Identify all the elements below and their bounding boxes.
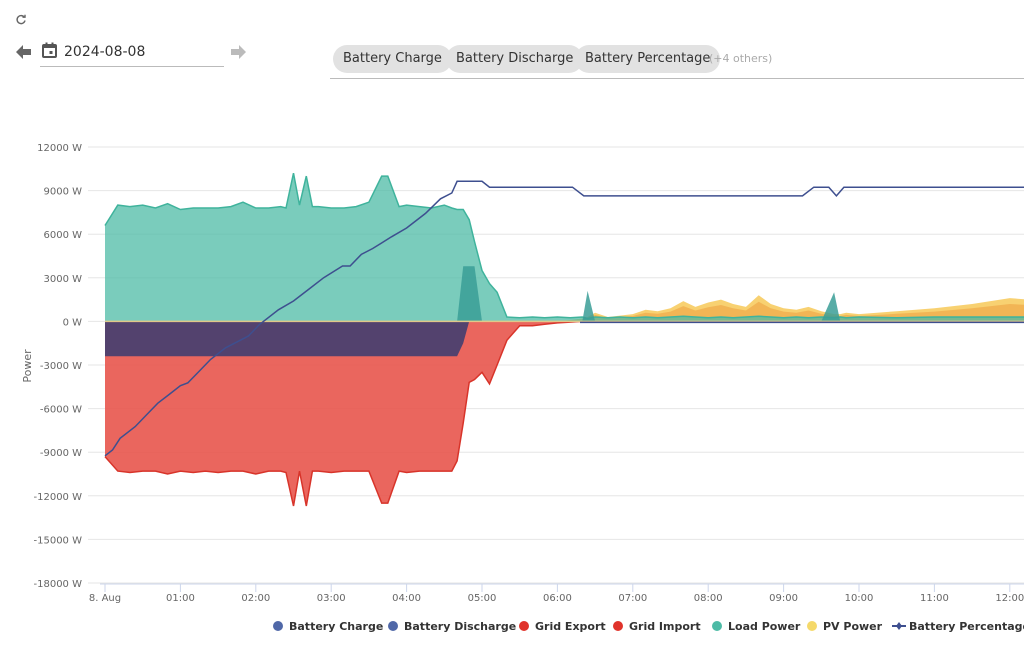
- area-battery-charge: [105, 266, 1024, 322]
- chip-battery-charge[interactable]: Battery Charge: [333, 45, 452, 73]
- legend-item-pv-power[interactable]: PV Power: [807, 620, 883, 633]
- y-tick-label: -15000 W: [34, 535, 83, 546]
- y-tick-label: 9000 W: [43, 187, 82, 198]
- legend-label: PV Power: [823, 620, 883, 633]
- legend-item-load-power[interactable]: Load Power: [712, 620, 801, 633]
- legend-label: Battery Discharge: [404, 620, 516, 633]
- x-tick-label: 10:00: [845, 593, 874, 604]
- x-tick-label: 02:00: [241, 593, 270, 604]
- line-load-power: [104, 173, 1024, 320]
- legend-label: Load Power: [728, 620, 801, 633]
- legend-item-grid-export[interactable]: Grid Export: [519, 620, 606, 633]
- legend-diamond-icon: [896, 622, 902, 630]
- legend-item-battery-charge[interactable]: Battery Charge: [273, 620, 383, 633]
- y-tick-label: -9000 W: [40, 448, 82, 459]
- area-pv-power-inner: [105, 301, 1024, 322]
- date-input[interactable]: [64, 40, 214, 64]
- y-tick-label: 6000 W: [43, 230, 82, 241]
- area-load-power: [105, 173, 1024, 322]
- x-tick-label: 09:00: [769, 593, 798, 604]
- legend-label: Battery Charge: [289, 620, 383, 633]
- refresh-icon[interactable]: [15, 14, 29, 28]
- date-picker[interactable]: [40, 38, 224, 67]
- x-tick-label: 06:00: [543, 593, 572, 604]
- legend-marker-icon: [613, 621, 623, 631]
- battery-percentage-series: [104, 180, 1024, 457]
- y-axis-ticks: 12000 W 9000 W 6000 W 3000 W 0 W -3000 W -6000…: [34, 143, 83, 590]
- legend-item-grid-import[interactable]: Grid Import: [613, 620, 701, 633]
- y-tick-label: -12000 W: [34, 492, 83, 503]
- legend-marker-icon: [807, 621, 817, 631]
- line-grid-import: [104, 320, 1024, 507]
- x-tick-label: 8. Aug: [89, 593, 121, 604]
- legend: Battery Charge Battery Discharge Grid Expo…: [273, 620, 1024, 633]
- series-selector[interactable]: Battery Charge Battery Discharge Battery…: [330, 45, 1024, 79]
- y-axis-title: Power: [21, 349, 34, 383]
- legend-marker-icon: [273, 621, 283, 631]
- grid-lines: [88, 146, 1024, 584]
- legend-marker-icon: [712, 621, 722, 631]
- x-tick-label: 07:00: [618, 593, 647, 604]
- y-tick-label: 12000 W: [37, 143, 82, 154]
- y-tick-label: -18000 W: [34, 579, 83, 590]
- legend-label: Grid Import: [629, 620, 701, 633]
- arrow-right-icon[interactable]: [230, 44, 246, 62]
- x-axis: 8. Aug 01:00 02:00 03:00 04:00 05:00 06:00 07:0…: [89, 583, 1024, 604]
- chip-battery-discharge[interactable]: Battery Discharge: [446, 45, 584, 73]
- legend-marker-icon: [388, 621, 398, 631]
- arrow-left-icon[interactable]: [16, 44, 32, 62]
- line-battery-percentage: [104, 180, 1024, 457]
- x-tick-label: 08:00: [694, 593, 723, 604]
- x-tick-label: 11:00: [920, 593, 949, 604]
- chip-battery-percentage[interactable]: Battery Percentage: [575, 45, 721, 73]
- y-tick-label: 0 W: [63, 317, 83, 328]
- x-tick-label: 05:00: [468, 593, 497, 604]
- area-pv-power: [105, 295, 1024, 322]
- calendar-icon[interactable]: [42, 42, 57, 58]
- x-tick-label: 12:00: [995, 593, 1024, 604]
- legend-item-battery-percentage[interactable]: Battery Percentage: [892, 620, 1024, 633]
- area-grid-import: [105, 321, 1024, 506]
- more-series-label[interactable]: (+4 others): [709, 52, 773, 65]
- y-tick-label: -6000 W: [40, 405, 82, 416]
- area-battery-discharge: [105, 321, 1024, 357]
- y-tick-label: -3000 W: [40, 361, 82, 372]
- legend-label: Battery Percentage: [909, 620, 1024, 633]
- legend-item-battery-discharge[interactable]: Battery Discharge: [388, 620, 516, 633]
- legend-label: Grid Export: [535, 620, 606, 633]
- legend-marker-icon: [519, 621, 529, 631]
- x-tick-label: 03:00: [317, 593, 346, 604]
- x-tick-label: 04:00: [392, 593, 421, 604]
- x-tick-label: 01:00: [166, 593, 195, 604]
- y-tick-label: 3000 W: [43, 274, 82, 285]
- series-areas: [104, 173, 1024, 507]
